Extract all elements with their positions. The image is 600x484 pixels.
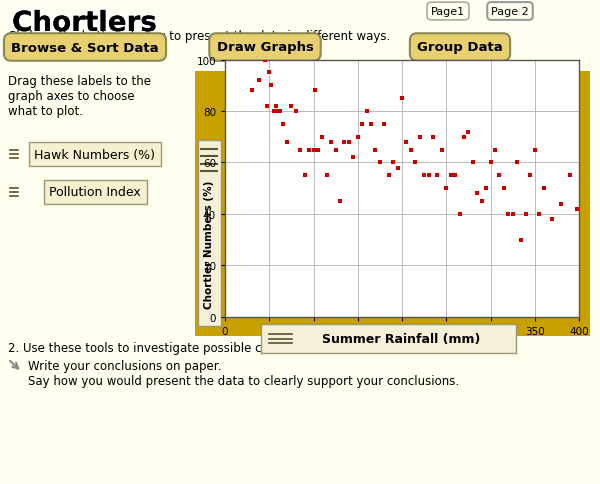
Text: Say how you would present the data to clearly support your conclusions.: Say how you would present the data to cl… [28,374,459,387]
Point [380,121,389,129]
Point [494,172,504,180]
Point [375,159,385,167]
Point [433,172,442,180]
Point [310,88,320,95]
Point [428,134,438,141]
Point [410,159,420,167]
Point [455,211,464,218]
Point [535,211,544,218]
Point [287,103,296,110]
Point [468,159,478,167]
Text: Chortlers: Chortlers [12,10,157,38]
Point [464,128,473,136]
Point [322,172,332,180]
Point [254,77,263,85]
Text: Pollution Index: Pollution Index [49,186,141,199]
Point [459,134,469,141]
Point [393,165,403,172]
Point [291,108,301,116]
Point [349,154,358,162]
Point [326,139,336,147]
Point [275,108,284,116]
Point [446,172,455,180]
Point [517,236,526,244]
Point [572,205,582,213]
Point [300,172,310,180]
Point [247,88,256,95]
Point [481,185,491,193]
Text: Group Data: Group Data [417,42,503,54]
Point [263,103,272,110]
Point [335,198,345,206]
Point [512,159,522,167]
Point [388,159,398,167]
Point [477,198,487,206]
Point [340,139,349,147]
Point [265,70,274,77]
Point [331,147,340,154]
Point [317,134,327,141]
Point [548,216,557,224]
Point [309,147,319,154]
Point [397,95,407,103]
Point [344,139,354,147]
Text: Page1: Page1 [431,7,465,17]
Point [304,147,314,154]
Text: Hawk Numbers (%): Hawk Numbers (%) [35,148,155,161]
Point [353,134,362,141]
Point [499,185,509,193]
Point [450,172,460,180]
Point [521,211,531,218]
Point [437,147,446,154]
Point [565,172,575,180]
Text: Browse & Sort Data: Browse & Sort Data [11,42,159,54]
Point [503,211,513,218]
Text: Write your conclusions on paper.: Write your conclusions on paper. [28,359,221,372]
Point [362,108,371,116]
Point [366,121,376,129]
Point [358,121,367,129]
Point [508,211,517,218]
Point [272,103,281,110]
Point [442,185,451,193]
Point [539,185,548,193]
Point [415,134,425,141]
Text: 2. Use these tools to investigate possible causes of the fall in chortler number: 2. Use these tools to investigate possib… [8,341,481,354]
Point [406,147,416,154]
Point [371,147,380,154]
Point [486,159,496,167]
Text: Summer Rainfall (mm): Summer Rainfall (mm) [322,333,481,345]
Point [274,108,283,116]
Point [313,147,323,154]
Point [269,108,278,116]
Point [490,147,500,154]
Point [424,172,433,180]
FancyBboxPatch shape [195,72,590,336]
Point [266,82,276,90]
Point [282,139,292,147]
Point [384,172,394,180]
Text: Click on the buttons below to present the data in different ways.: Click on the buttons below to present th… [8,30,390,43]
Point [530,147,539,154]
Point [295,147,305,154]
Point [526,172,535,180]
Point [472,190,482,198]
Point [260,57,269,64]
Point [557,200,566,208]
Point [278,121,287,129]
Point [419,172,429,180]
Text: Chortler Numbers (%): Chortler Numbers (%) [205,181,214,309]
Point [401,139,411,147]
Text: Page 2: Page 2 [491,7,529,17]
Text: Drag these labels to the
graph axes to choose
what to plot.: Drag these labels to the graph axes to c… [8,75,151,118]
Text: Draw Graphs: Draw Graphs [217,42,313,54]
